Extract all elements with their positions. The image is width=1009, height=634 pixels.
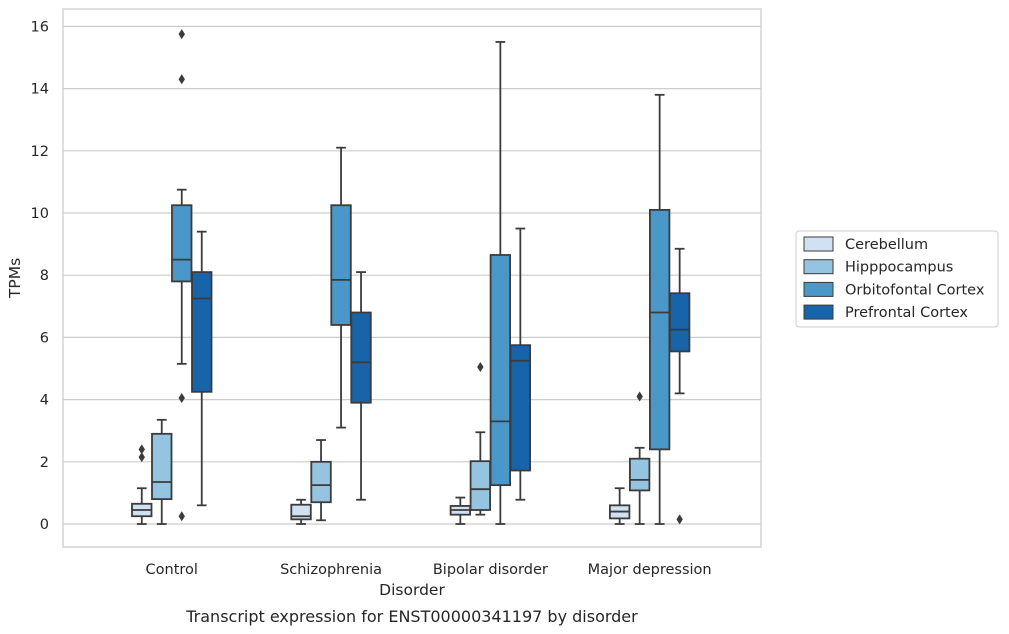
legend-frame: [795, 230, 999, 328]
outlier-point: [178, 511, 185, 522]
y-tick-label: 16: [31, 19, 49, 35]
outlier-point: [178, 29, 185, 40]
box-hipppocampus: [151, 418, 173, 525]
legend-item: Prefrontal Cortex: [803, 304, 968, 321]
legend-label: Hipppocampus: [845, 260, 953, 276]
box-prefrontal-cortex: [509, 227, 532, 501]
box-iqr: [310, 460, 332, 504]
plot-frame: [62, 8, 762, 548]
legend-item: Orbitofontal Cortex: [803, 281, 985, 298]
legend-label: Orbitofontal Cortex: [845, 282, 985, 298]
y-tick-label: 2: [40, 455, 49, 471]
box-iqr: [171, 204, 193, 283]
box-iqr: [629, 457, 651, 492]
y-tick-label: 6: [40, 330, 49, 346]
legend-items: Cerebellum Hipppocampus Orbitofontal Corte…: [803, 236, 985, 321]
x-tick-label: Control: [146, 562, 198, 578]
outlier-point: [636, 391, 643, 402]
box-orbitofontal-cortex: [330, 146, 352, 429]
outlier-point: [138, 444, 145, 455]
y-tick-label: 14: [31, 82, 49, 98]
box-plots: [131, 29, 691, 525]
legend-swatch: [803, 259, 834, 275]
box-hipppocampus: [629, 391, 651, 525]
box-iqr: [191, 271, 213, 393]
y-axis-label: TPMs: [6, 258, 24, 299]
box-prefrontal-cortex: [191, 230, 213, 507]
x-axis-label: Disorder: [379, 581, 445, 599]
box-prefrontal-cortex: [669, 247, 691, 525]
box-iqr: [509, 344, 532, 472]
box-prefrontal-cortex: [350, 271, 372, 501]
box-iqr: [350, 311, 372, 404]
outlier-point: [676, 514, 683, 525]
x-tick-label: Schizophrenia: [280, 562, 382, 578]
box-iqr: [489, 254, 512, 487]
y-tick-label: 10: [31, 206, 49, 222]
y-tick-label: 0: [40, 517, 49, 533]
outlier-point: [178, 74, 185, 85]
figure-caption: Transcript expression for ENST0000034119…: [185, 607, 638, 626]
legend-item: Hipppocampus: [803, 259, 953, 276]
legend-label: Cerebellum: [845, 237, 928, 253]
x-tick-label: Major depression: [588, 562, 712, 578]
box-iqr: [330, 204, 352, 326]
box-cerebellum: [609, 487, 631, 525]
y-tick-label: 4: [40, 393, 49, 409]
legend-swatch: [803, 236, 834, 252]
box-cerebellum: [290, 498, 312, 525]
legend-swatch: [803, 281, 834, 297]
y-tick-labels: 0 2 4 6 8 10 12 14 16: [31, 19, 49, 533]
box-iqr: [290, 503, 312, 521]
x-tick-labels: Control Schizophrenia Bipolar disorder Majo…: [146, 562, 712, 578]
box-orbitofontal-cortex: [171, 29, 193, 522]
legend-item: Cerebellum: [803, 236, 928, 253]
legend: Cerebellum Hipppocampus Orbitofontal Corte…: [795, 230, 999, 328]
box-orbitofontal-cortex: [649, 93, 671, 525]
box-iqr: [649, 208, 671, 451]
box-iqr: [151, 432, 173, 501]
outlier-point: [138, 452, 145, 463]
legend-swatch: [803, 304, 834, 320]
box-iqr: [669, 292, 691, 353]
box-hipppocampus: [469, 361, 492, 516]
legend-label: Prefrontal Cortex: [845, 305, 968, 321]
box-iqr: [469, 460, 492, 511]
box-cerebellum: [449, 496, 472, 525]
outlier-point: [477, 361, 484, 372]
box-hipppocampus: [310, 439, 332, 522]
outlier-point: [178, 393, 185, 404]
y-tick-label: 8: [40, 268, 49, 284]
box-cerebellum: [131, 444, 153, 525]
y-tick-label: 12: [31, 144, 49, 160]
box-orbitofontal-cortex: [489, 41, 512, 525]
x-tick-label: Bipolar disorder: [433, 562, 548, 578]
